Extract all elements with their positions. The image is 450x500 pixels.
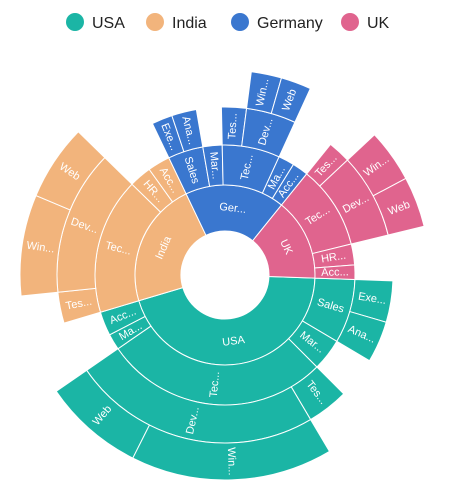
label-n-usa: USA: [222, 334, 247, 349]
legend-label-germany: Germany: [257, 15, 323, 32]
legend: USA India Germany UK: [66, 13, 390, 32]
label-n-germany-technical-testers: Tes...: [226, 113, 239, 140]
label-n-usa-technical-developers: Dev...: [184, 406, 202, 436]
label-n-germany: Ger...: [219, 201, 247, 216]
label-n-germany-technical-developers-windows: Win...: [254, 77, 271, 107]
legend-marker-usa: [66, 13, 84, 31]
legend-label-uk: UK: [367, 15, 390, 32]
label-n-usa-sales-executive: Exe...: [357, 291, 387, 307]
segment-n-germany-technical-developers-web[interactable]: [270, 77, 311, 123]
label-n-germany-marketing: Mar...: [207, 151, 222, 180]
sunburst-segments: [19, 71, 425, 481]
label-n-india-technical-developers-windows: Win...: [26, 240, 56, 256]
segment-n-uk-technical-developers-web[interactable]: [372, 177, 425, 236]
legend-marker-india: [146, 13, 164, 31]
label-n-germany-technical: Tec...: [239, 153, 256, 181]
legend-item-uk[interactable]: UK: [341, 13, 390, 32]
label-n-usa-technical-developers-windows: Win...: [225, 447, 238, 476]
label-n-india-technical-testers: Tes...: [65, 296, 93, 313]
legend-item-usa[interactable]: USA: [66, 13, 125, 32]
label-n-uk-accounts: Acc...: [321, 266, 349, 279]
segment-n-uk-accounts[interactable]: [314, 264, 356, 281]
legend-item-india[interactable]: India: [146, 13, 207, 32]
legend-label-usa: USA: [92, 15, 125, 32]
segment-n-usa-technical-developers-web[interactable]: [55, 369, 151, 459]
legend-marker-uk: [341, 13, 359, 31]
legend-item-germany[interactable]: Germany: [231, 13, 323, 32]
legend-marker-germany: [231, 13, 249, 31]
segment-n-india-technical-developers-web[interactable]: [35, 131, 106, 211]
label-n-usa-technical: Tec...: [208, 371, 222, 398]
legend-label-india: India: [172, 15, 207, 32]
label-n-uk-hr: HR...: [320, 250, 347, 266]
